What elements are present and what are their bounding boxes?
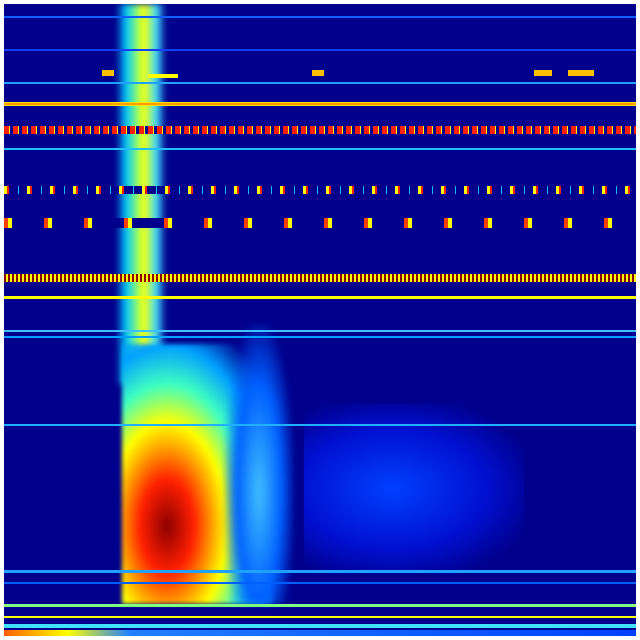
marker — [568, 70, 594, 76]
marker — [534, 70, 552, 76]
band — [4, 336, 636, 338]
energy-plume-side — [224, 324, 294, 604]
energy-plume-upper — [116, 4, 166, 384]
band — [4, 16, 636, 18]
energy-scatter-right — [304, 404, 524, 574]
band — [4, 630, 636, 636]
spectrogram-image — [4, 4, 636, 636]
marker — [102, 70, 114, 76]
band — [4, 424, 636, 426]
band — [4, 82, 636, 84]
marker — [148, 74, 178, 78]
band — [4, 218, 636, 228]
marker — [312, 70, 324, 76]
band — [4, 330, 636, 332]
band — [4, 296, 636, 299]
band — [4, 604, 636, 607]
band — [4, 186, 636, 194]
band — [4, 148, 636, 150]
band — [4, 582, 636, 584]
band — [4, 570, 636, 573]
band — [4, 274, 636, 282]
band — [4, 624, 636, 628]
band — [4, 616, 636, 618]
band — [4, 126, 636, 134]
band — [4, 102, 636, 106]
band — [4, 49, 636, 51]
